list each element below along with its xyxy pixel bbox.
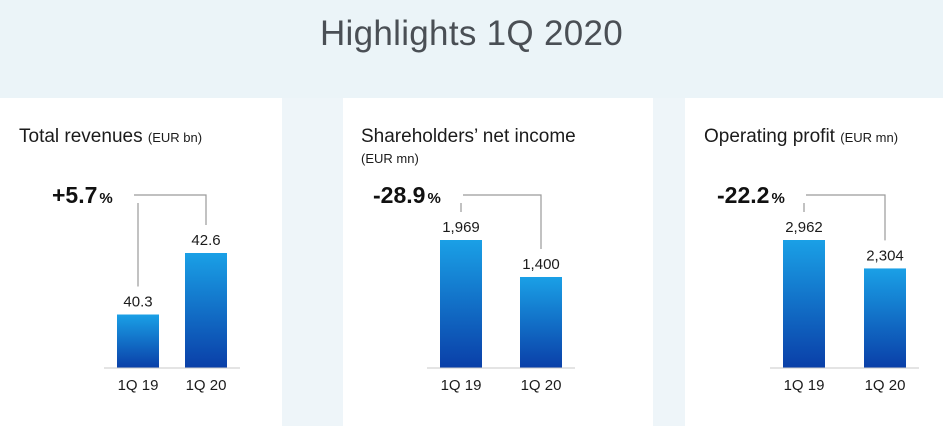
panel-operating-profit: Operating profit (EUR mn) 2,962 1Q 19 2,30… [685,98,943,426]
change-annotation: +5.7% [52,182,113,208]
data-label: 2,304 [866,247,904,264]
category-label: 1Q 19 [784,377,825,394]
panel-title: Shareholders’ net income [361,126,576,148]
category-label: 1Q 20 [865,377,906,394]
category-label: 1Q 20 [521,377,562,394]
data-label: 40.3 [123,294,152,311]
change-percent-sign: % [99,190,112,207]
connector-line [803,194,886,241]
panel-title: Total revenues (EUR bn) [19,126,202,148]
connector-line [134,194,207,287]
data-label: 1,400 [522,256,560,273]
panel-title-text: Total revenues [19,126,143,147]
header-band: Highlights 1Q 2020 [0,0,943,98]
chart-net-income: 1,969 1Q 19 1,400 1Q 20 -28.9% [373,182,575,394]
panel-title-text: Shareholders’ net income [361,126,576,147]
panel-total-revenues: Total revenues (EUR bn) 40.3 1Q 19 42.6 1Q … [0,98,282,426]
panel-title-text: Operating profit [704,126,835,147]
data-label: 1,969 [442,219,480,236]
panel-title-unit: (EUR mn) [840,130,899,145]
chart-operating-profit: 2,962 1Q 19 2,304 1Q 20 -22.2% [717,182,919,394]
panel-title-unit: (EUR mn) [361,151,419,166]
panel-net-income: Shareholders’ net income (EUR mn) 1,969 1… [343,98,653,426]
change-value: +5.7 [52,182,97,208]
data-label: 2,962 [785,219,823,236]
connector-line [460,194,542,249]
change-percent-sign: % [771,190,784,207]
data-label: 42.6 [191,232,220,249]
category-label: 1Q 19 [441,377,482,394]
panel-title: Operating profit (EUR mn) [704,126,898,148]
change-annotation: -22.2% [717,182,785,208]
bar-1q-19 [117,314,159,368]
bar-1q-19 [783,240,825,368]
bar-1q-20 [520,276,562,368]
page-title: Highlights 1Q 2020 [319,14,624,53]
change-percent-sign: % [427,190,440,207]
bar-1q-20 [864,268,906,368]
change-annotation: -28.9% [373,182,441,208]
bar-1q-20 [185,253,227,368]
chart-total-revenues: 40.3 1Q 19 42.6 1Q 20 +5.7% [52,182,240,394]
category-label: 1Q 20 [186,377,227,394]
panel-title-unit: (EUR bn) [147,130,203,145]
change-value: -22.2 [717,182,769,208]
category-label: 1Q 19 [118,377,159,394]
change-value: -28.9 [373,182,425,208]
bar-1q-19 [440,240,482,368]
